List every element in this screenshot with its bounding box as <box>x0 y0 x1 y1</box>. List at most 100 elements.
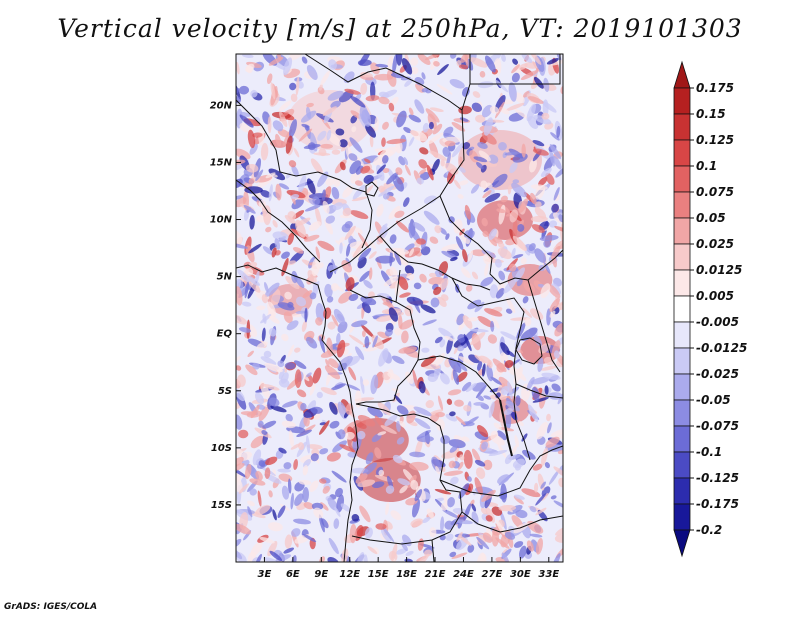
colorbar-segment <box>673 321 691 349</box>
field-speckle <box>320 387 337 396</box>
field-speckle <box>399 420 406 428</box>
field-speckle <box>237 269 250 283</box>
field-speckle <box>257 420 264 428</box>
field-speckle <box>272 220 278 228</box>
lat-tick-label: 15S <box>211 500 232 511</box>
border-south <box>431 511 563 562</box>
map-frame <box>235 53 564 563</box>
field-speckle <box>250 89 258 98</box>
field-speckle <box>378 96 390 105</box>
field-speckle <box>542 99 549 117</box>
field-speckle <box>345 277 355 292</box>
field-speckle <box>324 283 333 298</box>
field-speckle <box>439 278 449 291</box>
field-speckle <box>473 401 486 406</box>
field-speckle <box>335 128 345 136</box>
field-speckle <box>471 448 481 463</box>
field-speckle <box>508 82 517 102</box>
field-speckle <box>390 510 402 521</box>
field-speckle <box>457 345 465 352</box>
field-speckle <box>358 247 372 261</box>
field-speckle <box>457 461 464 470</box>
field-speckle <box>255 470 263 481</box>
colorbar-label: 0.05 <box>696 211 726 225</box>
field-speckle <box>441 294 449 302</box>
field-speckle <box>295 310 307 314</box>
field-speckle <box>317 240 335 252</box>
field-speckle <box>284 291 292 300</box>
field-speckle <box>553 350 560 359</box>
colorbar-segment <box>673 529 691 558</box>
field-speckle <box>329 401 338 415</box>
field-speckle <box>375 63 389 68</box>
field-speckle <box>377 402 391 416</box>
colorbar-segment <box>673 269 691 297</box>
field-speckle <box>493 422 502 430</box>
field-speckle <box>409 130 419 137</box>
field-speckle <box>518 63 528 70</box>
field-speckle <box>336 332 341 345</box>
field-speckle <box>509 209 519 223</box>
field-speckle <box>264 362 283 373</box>
field-speckle <box>527 96 544 104</box>
border-east-sahara <box>461 54 561 111</box>
field-speckle <box>390 73 405 79</box>
field-speckle <box>512 254 524 259</box>
field-speckle <box>428 276 445 285</box>
field-speckle <box>386 172 399 185</box>
field-speckle <box>284 215 296 224</box>
field-speckle <box>494 258 502 268</box>
field-speckle <box>500 483 508 503</box>
colorbar-label: -0.175 <box>696 497 739 511</box>
field-speckle <box>440 435 451 445</box>
field-speckle <box>236 388 245 402</box>
lon-tick-label: 24E <box>453 569 474 580</box>
field-speckle <box>505 411 512 429</box>
field-speckle <box>236 178 243 189</box>
field-speckle <box>433 286 442 296</box>
colorbar-label: 0.125 <box>696 133 734 147</box>
field-speckle <box>491 316 500 329</box>
field-speckle <box>316 391 323 399</box>
field-speckle <box>535 507 547 516</box>
field-speckle <box>474 459 486 467</box>
field-speckle <box>450 256 458 262</box>
field-speckle <box>348 334 365 346</box>
field-speckle <box>549 310 556 318</box>
colorbar-label: -0.075 <box>696 419 739 433</box>
field-speckle <box>457 334 466 343</box>
field-speckle <box>245 163 259 173</box>
field-speckle <box>394 210 405 218</box>
field-speckle <box>500 195 508 203</box>
field-speckle <box>477 361 483 371</box>
field-speckle <box>290 492 294 510</box>
field-speckle <box>501 54 506 62</box>
field-speckle <box>304 307 308 323</box>
field-speckle <box>365 452 374 465</box>
lon-tick-label: 15E <box>368 569 389 580</box>
field-speckle <box>351 196 368 202</box>
field-speckle <box>236 148 251 160</box>
field-speckle <box>326 452 341 462</box>
field-speckle <box>302 487 310 503</box>
field-speckle <box>511 445 518 455</box>
field-speckle <box>500 331 519 341</box>
field-speckle <box>507 381 513 400</box>
field-speckle <box>386 138 407 145</box>
field-speckle <box>321 189 326 201</box>
field-speckle <box>414 76 425 86</box>
field-speckle <box>475 114 486 123</box>
field-speckle <box>363 280 373 289</box>
field-speckle <box>501 552 509 562</box>
field-speckle <box>302 290 313 299</box>
field-speckle <box>439 372 450 385</box>
field-speckle <box>526 103 536 122</box>
field-speckle <box>538 176 548 187</box>
field-speckle <box>526 376 535 391</box>
field-speckle <box>521 143 526 158</box>
field-speckle <box>319 478 327 484</box>
field-speckle <box>508 263 517 272</box>
field-speckle <box>296 429 312 437</box>
field-speckle <box>541 372 561 380</box>
longitude-axis: 3E 6E 9E 12E 15E 18E 21E 24E 27E 30E 33E <box>258 557 559 580</box>
